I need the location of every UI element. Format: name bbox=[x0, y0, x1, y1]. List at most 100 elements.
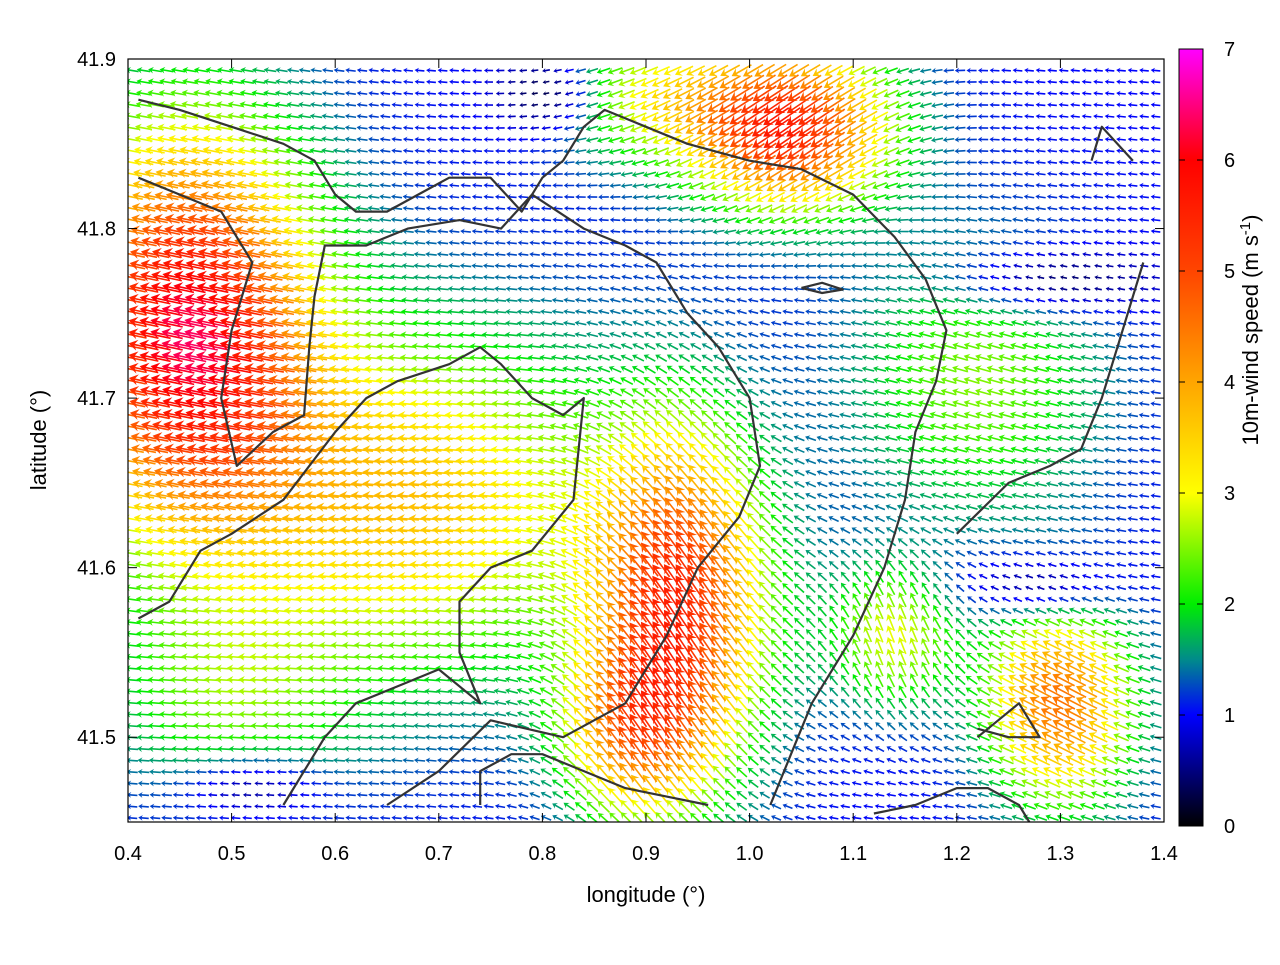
wind-arrow bbox=[449, 792, 460, 799]
wind-arrow bbox=[1150, 803, 1161, 811]
wind-arrow bbox=[604, 508, 627, 530]
wind-arrow bbox=[816, 768, 827, 776]
wind-arrow bbox=[828, 756, 839, 765]
wind-arrow bbox=[265, 804, 274, 810]
wind-arrow bbox=[515, 663, 530, 673]
wind-arrow bbox=[965, 779, 978, 788]
wind-arrow bbox=[277, 792, 286, 798]
wind-arrow bbox=[413, 722, 426, 729]
wind-arrow bbox=[528, 802, 540, 811]
wind-arrow bbox=[206, 757, 218, 764]
wind-arrow bbox=[861, 684, 874, 699]
wind-arrow bbox=[460, 803, 471, 810]
wind-arrow bbox=[288, 769, 299, 775]
wind-arrow bbox=[1150, 539, 1161, 546]
wind-arrow bbox=[311, 815, 322, 821]
wind-arrow bbox=[780, 535, 795, 549]
wind-arrow bbox=[931, 570, 944, 583]
wind-arrow bbox=[815, 627, 829, 642]
wind-arrow bbox=[196, 815, 207, 821]
wind-arrow bbox=[965, 791, 977, 799]
wind-arrow bbox=[1022, 515, 1035, 524]
wind-arrow bbox=[707, 609, 730, 636]
wind-arrow bbox=[516, 732, 530, 742]
wind-arrow bbox=[1125, 651, 1141, 662]
wind-arrow bbox=[897, 815, 907, 822]
wind-arrow bbox=[953, 661, 968, 676]
wind-arrow bbox=[184, 815, 195, 821]
wind-arrow bbox=[919, 547, 932, 560]
wind-arrow bbox=[839, 768, 850, 776]
wind-arrow bbox=[231, 781, 240, 787]
wind-arrow bbox=[1137, 629, 1150, 638]
wind-arrow bbox=[493, 687, 507, 696]
wind-arrow bbox=[1058, 561, 1069, 569]
wind-arrow bbox=[1104, 527, 1116, 535]
wind-arrow bbox=[873, 547, 886, 560]
wind-arrow bbox=[436, 734, 448, 741]
wind-arrow bbox=[471, 757, 483, 764]
wind-arrow bbox=[977, 595, 989, 605]
wind-arrow bbox=[734, 776, 749, 790]
wind-arrow bbox=[231, 792, 240, 798]
wind-arrow bbox=[828, 733, 840, 743]
wind-arrow bbox=[1101, 766, 1119, 779]
wind-arrow bbox=[390, 745, 402, 752]
wind-arrow bbox=[242, 815, 252, 821]
wind-arrow bbox=[334, 803, 345, 809]
wind-arrow bbox=[310, 769, 321, 776]
wind-arrow bbox=[1069, 526, 1081, 534]
wind-arrow bbox=[792, 558, 806, 571]
wind-arrow bbox=[517, 814, 528, 822]
wind-arrow bbox=[448, 711, 461, 718]
wind-arrow bbox=[920, 744, 932, 754]
wind-arrow bbox=[884, 671, 897, 688]
wind-arrow bbox=[907, 580, 920, 596]
wind-arrow bbox=[1001, 561, 1012, 569]
wind-arrow bbox=[266, 781, 275, 787]
wind-arrow bbox=[804, 581, 818, 594]
wind-arrow bbox=[954, 768, 966, 777]
wind-arrow bbox=[861, 558, 874, 572]
wind-arrow bbox=[413, 734, 425, 741]
wind-arrow bbox=[649, 505, 674, 532]
wind-arrow bbox=[136, 711, 150, 719]
wind-arrow bbox=[828, 744, 840, 753]
wind-arrow bbox=[1086, 717, 1109, 734]
wind-arrow bbox=[769, 696, 784, 710]
wind-arrow bbox=[908, 720, 921, 732]
wind-arrow bbox=[919, 514, 933, 524]
wind-arrow bbox=[827, 536, 840, 547]
wind-arrow bbox=[780, 638, 795, 653]
wind-arrow bbox=[851, 780, 862, 788]
wind-arrow bbox=[505, 745, 518, 754]
wind-arrow bbox=[695, 678, 718, 705]
wind-arrow bbox=[931, 780, 942, 788]
wind-arrow bbox=[581, 567, 603, 587]
wind-arrow bbox=[805, 779, 817, 787]
wind-arrow bbox=[1086, 706, 1110, 724]
wind-arrow bbox=[674, 761, 695, 784]
wind-arrow bbox=[1101, 628, 1118, 641]
wind-arrow bbox=[719, 587, 741, 612]
wind-arrow bbox=[252, 745, 266, 752]
wind-arrow bbox=[758, 766, 772, 778]
wind-arrow bbox=[1011, 606, 1024, 616]
wind-arrow bbox=[1126, 618, 1140, 628]
wind-arrow bbox=[603, 736, 626, 762]
wind-arrow bbox=[322, 769, 334, 776]
wind-arrow bbox=[1150, 573, 1161, 580]
wind-arrow bbox=[494, 733, 507, 741]
wind-arrow bbox=[1127, 595, 1139, 603]
wind-arrow bbox=[684, 701, 707, 728]
wind-arrow bbox=[470, 664, 485, 672]
wind-arrow bbox=[987, 778, 1002, 789]
wind-arrow bbox=[137, 769, 149, 776]
wind-arrow bbox=[447, 664, 462, 672]
wind-arrow bbox=[964, 650, 979, 664]
wind-arrow bbox=[816, 733, 828, 743]
wind-arrow bbox=[781, 790, 793, 799]
wind-arrow bbox=[896, 569, 909, 585]
wind-arrow bbox=[1080, 595, 1092, 604]
wind-arrow bbox=[1114, 802, 1128, 811]
